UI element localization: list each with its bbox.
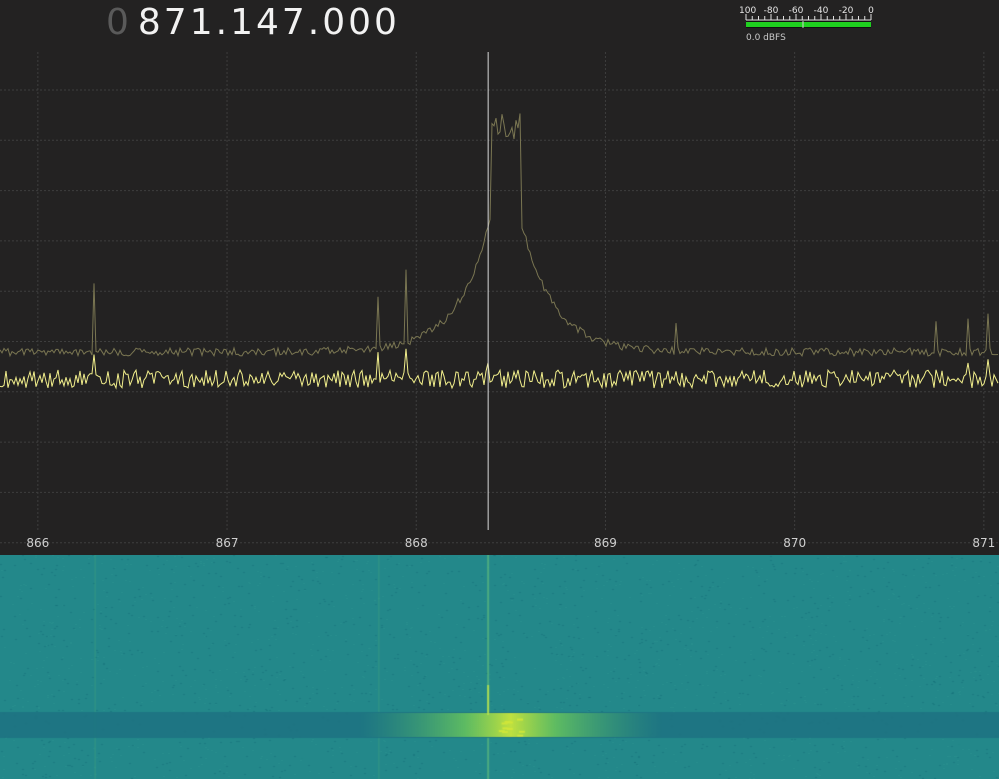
peak-hold-trace [0,113,999,358]
meter-level-bar [746,22,871,27]
frequency-tick-label: 866 [26,536,49,550]
meter-scale-label: -60 [789,6,804,16]
frequency-display[interactable]: 0 871.147.000 [106,2,400,44]
frequency-tick-label: 871 [972,536,995,550]
frequency-value[interactable]: 871.147.000 [137,2,400,43]
frequency-tick-label: 867 [216,536,239,550]
spectrum-grid-horizontal [0,89,999,544]
waterfall-display[interactable] [0,555,999,779]
meter-scale-labels: -100 -80 -60 -40 -20 0 [740,6,874,16]
meter-scale-label: -80 [764,6,779,16]
level-meter: -100 -80 -60 -40 -20 0 0.0 dBFS [740,6,874,43]
meter-scale-label: -40 [814,6,829,16]
live-spectrum-trace [0,348,999,390]
frequency-tick-label: 869 [594,536,617,550]
meter-scale-label: 0 [868,6,874,16]
frequency-tick-label: 868 [405,536,428,550]
frequency-axis-labels: 866 867 868 869 870 871 [26,536,995,550]
meter-scale-label: -20 [839,6,854,16]
meter-scale-label: -100 [740,6,756,16]
frequency-tick-label: 870 [783,536,806,550]
meter-ticks [745,14,872,20]
spectrum-plot[interactable]: 866 867 868 869 870 871 [0,52,999,555]
frequency-leading-digit[interactable]: 0 [106,2,132,43]
meter-readout: 0.0 dBFS [746,33,786,43]
